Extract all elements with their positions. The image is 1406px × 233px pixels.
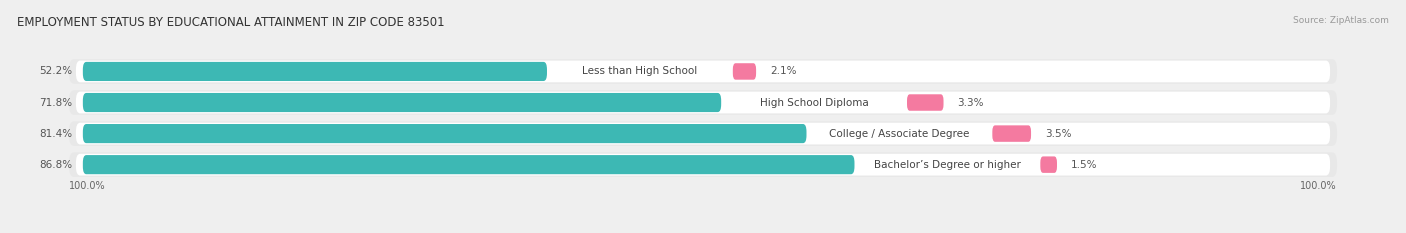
- Text: 86.8%: 86.8%: [39, 160, 72, 170]
- FancyBboxPatch shape: [1040, 156, 1057, 173]
- Text: 3.5%: 3.5%: [1045, 129, 1071, 139]
- FancyBboxPatch shape: [83, 93, 721, 112]
- FancyBboxPatch shape: [993, 125, 1031, 142]
- Text: College / Associate Degree: College / Associate Degree: [830, 129, 970, 139]
- Text: EMPLOYMENT STATUS BY EDUCATIONAL ATTAINMENT IN ZIP CODE 83501: EMPLOYMENT STATUS BY EDUCATIONAL ATTAINM…: [17, 16, 444, 29]
- Text: Less than High School: Less than High School: [582, 66, 697, 76]
- Text: 71.8%: 71.8%: [39, 98, 72, 107]
- Text: 1.5%: 1.5%: [1071, 160, 1097, 170]
- Text: 100.0%: 100.0%: [1301, 181, 1337, 191]
- FancyBboxPatch shape: [907, 94, 943, 111]
- FancyBboxPatch shape: [733, 63, 756, 80]
- FancyBboxPatch shape: [76, 154, 1330, 175]
- FancyBboxPatch shape: [83, 124, 807, 143]
- FancyBboxPatch shape: [69, 152, 1337, 177]
- Text: 3.3%: 3.3%: [957, 98, 984, 107]
- Text: 100.0%: 100.0%: [69, 181, 105, 191]
- FancyBboxPatch shape: [69, 59, 1337, 84]
- FancyBboxPatch shape: [76, 92, 1330, 113]
- FancyBboxPatch shape: [69, 90, 1337, 115]
- FancyBboxPatch shape: [83, 155, 855, 174]
- Text: Source: ZipAtlas.com: Source: ZipAtlas.com: [1294, 16, 1389, 25]
- FancyBboxPatch shape: [76, 123, 1330, 144]
- FancyBboxPatch shape: [83, 62, 547, 81]
- Text: High School Diploma: High School Diploma: [759, 98, 869, 107]
- Text: 2.1%: 2.1%: [770, 66, 796, 76]
- Text: 52.2%: 52.2%: [39, 66, 72, 76]
- FancyBboxPatch shape: [76, 61, 1330, 82]
- FancyBboxPatch shape: [69, 121, 1337, 146]
- Text: 81.4%: 81.4%: [39, 129, 72, 139]
- Text: Bachelor’s Degree or higher: Bachelor’s Degree or higher: [875, 160, 1021, 170]
